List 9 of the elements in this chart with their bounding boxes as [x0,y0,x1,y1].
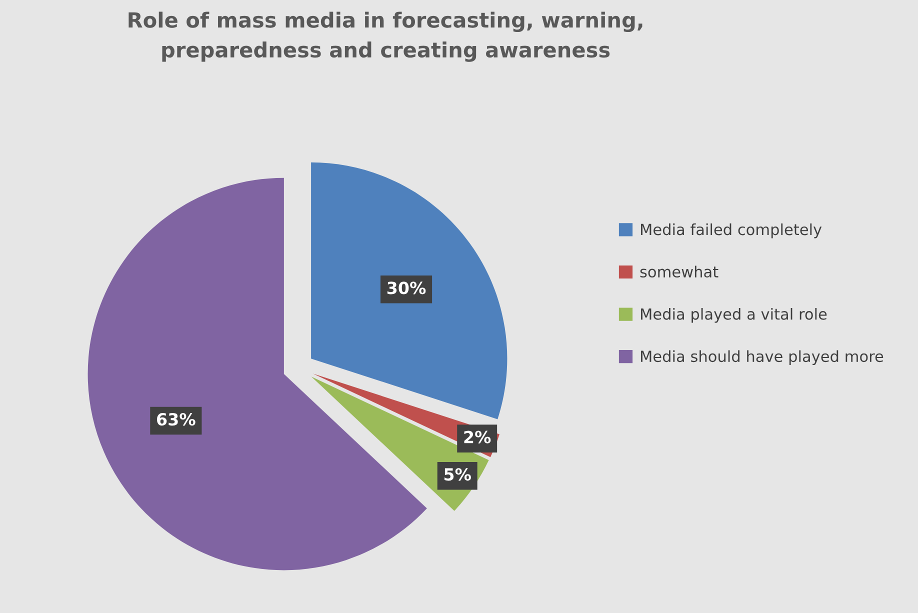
data-label: 30% [387,282,426,294]
legend-label: Media should have played more [640,350,884,366]
data-label: 2% [464,430,491,444]
legend-label: somewhat [640,266,718,278]
legend-label: Media failed completely [640,223,822,238]
data-label: 5% [444,468,471,481]
chart-title: Role of mass media in forecasting, warning, preparedness and creating awareness [128,12,642,62]
data-label: 63% [157,413,196,426]
legend-label: Media played a vital role [640,308,827,323]
